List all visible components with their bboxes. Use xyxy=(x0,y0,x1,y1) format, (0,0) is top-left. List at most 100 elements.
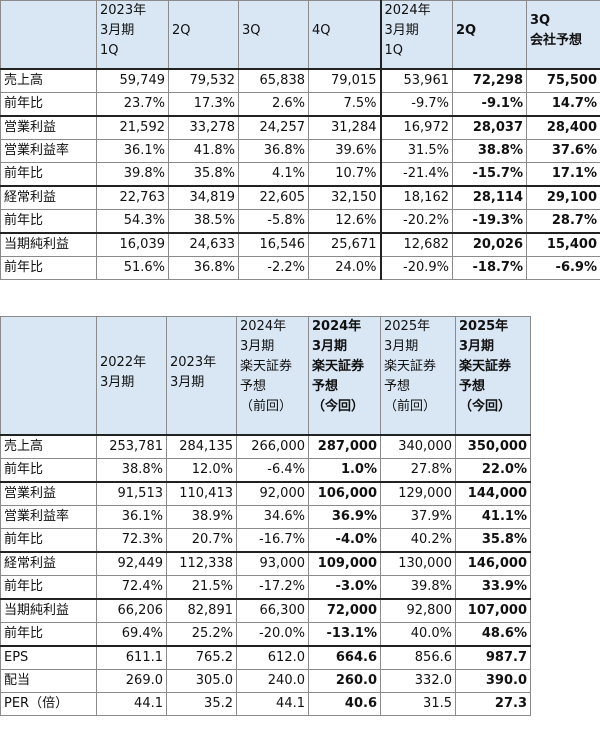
table-row: 当期純利益 16,039 24,633 16,546 25,671 12,682 20,02… xyxy=(0,231,600,257)
table-cell: -15.7% xyxy=(452,161,527,186)
table-row: 売上高 59,749 79,532 65,838 79,015 53,961 72,298 7… xyxy=(0,67,600,93)
table-cell: 856.6 xyxy=(380,644,456,670)
header-line: 2024年 xyxy=(312,319,362,334)
table-cell: 51.6% xyxy=(96,255,169,280)
header-2022: 2022年 3月期 xyxy=(96,316,167,435)
table-cell: -18.7% xyxy=(452,255,527,280)
table-cell: 72.3% xyxy=(96,527,167,552)
header-line: 1Q xyxy=(384,43,404,58)
row-label: 営業利益率 xyxy=(0,138,97,163)
header-line: （今回） xyxy=(312,399,365,414)
header-line: （前回） xyxy=(384,399,437,414)
row-label: PER（倍） xyxy=(0,691,97,716)
table-cell: 340,000 xyxy=(380,433,456,459)
table-cell: -5.8% xyxy=(238,208,309,233)
header-line: 2022年 xyxy=(100,355,147,370)
table-cell: 75,500 xyxy=(526,67,600,93)
table-cell: 31,284 xyxy=(308,114,381,140)
table-cell: -16.7% xyxy=(236,527,309,552)
table-cell: 93,000 xyxy=(236,550,309,576)
quarterly-results-table: 2023年 3月期 1Q 2Q 3Q 4Q 2024年 3月期 1Q 2Q 3Q… xyxy=(0,0,600,280)
table-cell: 40.0% xyxy=(380,621,456,646)
table-cell: 36.8% xyxy=(168,255,239,280)
header-line: 2023年 xyxy=(170,355,217,370)
row-label: 売上高 xyxy=(0,433,97,459)
table-cell: 36.1% xyxy=(96,138,169,163)
table-row: 前年比 69.4% 25.2% -20.0% -13.1% 40.0% 48.6% xyxy=(0,621,531,646)
table-cell: 16,039 xyxy=(96,231,169,257)
table-cell: 144,000 xyxy=(455,480,531,506)
table-cell: 28,400 xyxy=(526,114,600,140)
table-cell: 109,000 xyxy=(308,550,381,576)
table-row: 前年比 51.6% 36.8% -2.2% 24.0% -20.9% -18.7% -6.9% xyxy=(0,255,600,280)
table-cell: 65,838 xyxy=(238,67,309,93)
row-label: 営業利益 xyxy=(0,114,97,140)
header-2024-1q: 2024年 3月期 1Q xyxy=(379,0,453,69)
table-cell: 106,000 xyxy=(308,480,381,506)
table-cell: 92,449 xyxy=(96,550,167,576)
header-2023-3q: 3Q xyxy=(238,0,309,69)
header-line: 3月期 xyxy=(100,375,135,390)
table-row: 前年比 54.3% 38.5% -5.8% 12.6% -20.2% -19.3% 28.7% xyxy=(0,208,600,233)
header-line: 楽天証券 xyxy=(384,359,437,374)
table-cell: -9.1% xyxy=(452,91,527,116)
table-cell: 24.0% xyxy=(308,255,381,280)
table-cell: 664.6 xyxy=(308,644,381,670)
table-cell: 15,400 xyxy=(526,231,600,257)
header-line: 1Q xyxy=(100,43,119,58)
table-cell: 240.0 xyxy=(236,668,309,693)
table-cell: 35.8% xyxy=(455,527,531,552)
table-cell: 38.8% xyxy=(452,138,527,163)
table-cell: -9.7% xyxy=(379,91,453,116)
header-2023-1q: 2023年 3月期 1Q xyxy=(96,0,169,69)
header-line: 2025年 xyxy=(459,319,509,334)
table-cell: 25,671 xyxy=(308,231,381,257)
table-cell: 110,413 xyxy=(166,480,237,506)
table-cell: 253,781 xyxy=(96,433,167,459)
table-cell: 35.8% xyxy=(168,161,239,186)
table-cell: 69.4% xyxy=(96,621,167,646)
table-row: 営業利益 91,513 110,413 92,000 106,000 129,000 144… xyxy=(0,480,531,506)
table-cell: 987.7 xyxy=(455,644,531,670)
header-line: 予想 xyxy=(312,379,339,394)
row-label: 前年比 xyxy=(0,255,97,280)
header-2023-4q: 4Q xyxy=(308,0,381,69)
table-row: 営業利益 21,592 33,278 24,257 31,284 16,972 28,037… xyxy=(0,114,600,140)
row-label: 経常利益 xyxy=(0,550,97,576)
table-cell: 39.8% xyxy=(380,574,456,599)
table-cell: 16,972 xyxy=(379,114,453,140)
table-cell: -13.1% xyxy=(308,621,381,646)
table-cell: 72,000 xyxy=(308,597,381,623)
table-cell: 41.1% xyxy=(455,504,531,529)
table-cell: -2.2% xyxy=(238,255,309,280)
table-cell: 34.6% xyxy=(236,504,309,529)
quarterly-header-row: 2023年 3月期 1Q 2Q 3Q 4Q 2024年 3月期 1Q 2Q 3Q… xyxy=(0,0,600,69)
header-line: 楽天証券 xyxy=(240,359,293,374)
table-cell: 72.4% xyxy=(96,574,167,599)
table-cell: 28,114 xyxy=(452,184,527,210)
table-cell: 39.6% xyxy=(308,138,381,163)
table-cell: 287,000 xyxy=(308,433,381,459)
table-row: 配当 269.0 305.0 240.0 260.0 332.0 390.0 xyxy=(0,668,531,693)
table-cell: -4.0% xyxy=(308,527,381,552)
table-cell: 16,546 xyxy=(238,231,309,257)
header-line: 2023年 xyxy=(100,3,147,18)
table-cell: 21,592 xyxy=(96,114,169,140)
table-cell: 66,300 xyxy=(236,597,309,623)
table-cell: 24,633 xyxy=(168,231,239,257)
table-cell: 22,763 xyxy=(96,184,169,210)
table-cell: 40.2% xyxy=(380,527,456,552)
header-line: 3月期 xyxy=(384,23,419,38)
table-cell: 34,819 xyxy=(168,184,239,210)
header-line: 2024年 xyxy=(240,319,287,334)
table-cell: 17.3% xyxy=(168,91,239,116)
header-line: 2Q xyxy=(172,23,191,38)
row-label: 営業利益 xyxy=(0,480,97,506)
annual-body: 売上高 253,781 284,135 266,000 287,000 340,000 35… xyxy=(0,433,531,716)
table-row: 前年比 23.7% 17.3% 2.6% 7.5% -9.7% -9.1% 14.7% xyxy=(0,91,600,116)
header-line: 3月期 xyxy=(100,23,135,38)
table-cell: 269.0 xyxy=(96,668,167,693)
table-row: PER（倍） 44.1 35.2 44.1 40.6 31.5 27.3 xyxy=(0,691,531,716)
table-cell: 33,278 xyxy=(168,114,239,140)
table-cell: 32,150 xyxy=(308,184,381,210)
